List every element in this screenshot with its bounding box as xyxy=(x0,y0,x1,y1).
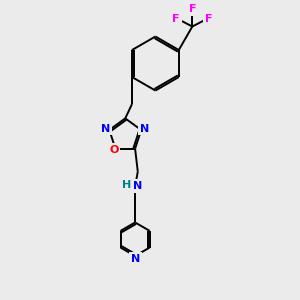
Text: N: N xyxy=(133,181,142,191)
Text: N: N xyxy=(140,124,149,134)
Text: F: F xyxy=(205,14,212,24)
Text: N: N xyxy=(101,124,111,134)
Text: F: F xyxy=(172,14,180,24)
Text: H: H xyxy=(122,180,131,190)
Text: N: N xyxy=(131,254,140,264)
Text: O: O xyxy=(110,145,119,155)
Text: F: F xyxy=(189,4,196,14)
